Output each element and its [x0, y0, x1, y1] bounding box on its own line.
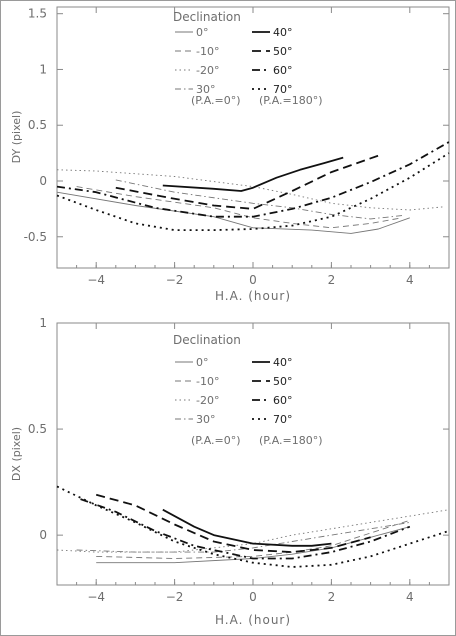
- dy-series-60: [56, 141, 450, 218]
- dy-x-tick-label: 0: [249, 273, 257, 287]
- dy-y-tick-label: 1.5: [28, 7, 47, 21]
- dy-legend-title: Declination: [173, 10, 241, 24]
- dy-legend-label-left-0: 0°: [196, 26, 209, 39]
- dy-y-axis-label: DY (pixel): [10, 111, 23, 164]
- dx-x-tick-label: −2: [166, 590, 184, 604]
- dy-y-tick-label: -0.5: [24, 230, 47, 244]
- dy-series-70: [56, 152, 450, 232]
- dx-series-30: [76, 521, 410, 553]
- dx-legend: Declination (P.A.=0°) (P.A.=180°) 0° -10°…: [173, 333, 323, 447]
- dy-plot-frame: [56, 6, 450, 269]
- dx-ticks-layer: −4 −2 0 2 4 0 0.5 1: [28, 316, 450, 604]
- dx-legend-label-left-3: 30°: [196, 413, 216, 426]
- dy-y-tick-label: 1: [39, 62, 47, 76]
- dx-y-tick-label: 0: [39, 528, 47, 542]
- dx-x-tick-label: 4: [406, 590, 414, 604]
- dx-x-tick-label: 2: [328, 590, 336, 604]
- dy-ticks-layer: −4 −2 0 2 4 -0.5 0 0.5 1 1.5: [24, 7, 450, 287]
- dy-legend-entries: 0° -10° -20° 30° 40° 50° 60° 70°: [175, 26, 293, 96]
- dx-series-layer: [56, 485, 450, 568]
- dx-series-70: [56, 485, 450, 568]
- dx-legend-title: Declination: [173, 333, 241, 347]
- dx-y-axis-label: DX (pixel): [10, 427, 23, 481]
- dx-y-tick-label: 0.5: [28, 422, 47, 436]
- dy-series-40: [162, 156, 344, 192]
- dy-legend-label-right-1: 50°: [273, 45, 293, 58]
- dy-series-50: [115, 153, 383, 210]
- dy-x-tick-label: 4: [406, 273, 414, 287]
- dx-legend-label-left-0: 0°: [196, 356, 209, 369]
- dy-legend-label-right-2: 60°: [273, 64, 293, 77]
- dy-series-minus-20: [56, 169, 446, 211]
- dx-legend-entries: 0° -10° -20° 30° 40° 50° 60° 70°: [175, 356, 293, 426]
- dy-legend-label-right-3: 70°: [273, 83, 293, 96]
- dx-legend-label-left-2: -20°: [196, 394, 219, 407]
- dx-series-40: [162, 508, 332, 547]
- dx-legend-note-left: (P.A.=0°): [191, 434, 241, 447]
- dy-legend-label-right-0: 40°: [273, 26, 293, 39]
- dy-x-tick-label: −2: [166, 273, 184, 287]
- dx-legend-label-right-0: 40°: [273, 356, 293, 369]
- dy-series-minus-10: [76, 186, 403, 229]
- dx-series-minus-20: [56, 509, 450, 553]
- dy-panel: −4 −2 0 2 4 -0.5 0 0.5 1 1.5 DY (pixel) H.A. (hou…: [10, 6, 450, 303]
- dx-x-tick-label: 0: [249, 590, 257, 604]
- dy-y-tick-label: 0: [39, 174, 47, 188]
- dx-legend-label-right-1: 50°: [273, 375, 293, 388]
- dy-legend-note-right: (P.A.=180°): [259, 94, 323, 107]
- dy-legend-note-left: (P.A.=0°): [191, 94, 241, 107]
- dy-legend-label-left-3: 30°: [196, 83, 216, 96]
- dx-legend-label-left-1: -10°: [196, 375, 219, 388]
- dx-series-60: [80, 498, 411, 560]
- dx-x-tick-label: −4: [87, 590, 105, 604]
- dx-y-tick-label: 1: [39, 316, 47, 330]
- dy-legend-label-left-2: -20°: [196, 64, 219, 77]
- dx-series-50: [95, 493, 371, 553]
- dx-legend-label-right-2: 60°: [273, 394, 293, 407]
- dy-x-tick-label: −4: [87, 273, 105, 287]
- dy-series-layer: [56, 141, 450, 234]
- dy-x-tick-label: 2: [328, 273, 336, 287]
- dy-legend-label-left-1: -10°: [196, 45, 219, 58]
- dy-x-axis-label: H.A. (hour): [215, 289, 291, 303]
- dx-panel: −4 −2 0 2 4 0 0.5 1 DX (pixel) H.A. (hour) Decl…: [10, 316, 450, 627]
- dx-series-0: [96, 526, 410, 564]
- dy-series-30: [115, 179, 403, 220]
- dx-legend-note-right: (P.A.=180°): [259, 434, 323, 447]
- dy-series-0: [56, 191, 410, 234]
- dx-x-axis-label: H.A. (hour): [215, 613, 291, 627]
- dy-y-tick-label: 0.5: [28, 118, 47, 132]
- dx-legend-label-right-3: 70°: [273, 413, 293, 426]
- dy-legend: Declination (P.A.=0°) (P.A.=180°) 0° -10°…: [173, 10, 323, 107]
